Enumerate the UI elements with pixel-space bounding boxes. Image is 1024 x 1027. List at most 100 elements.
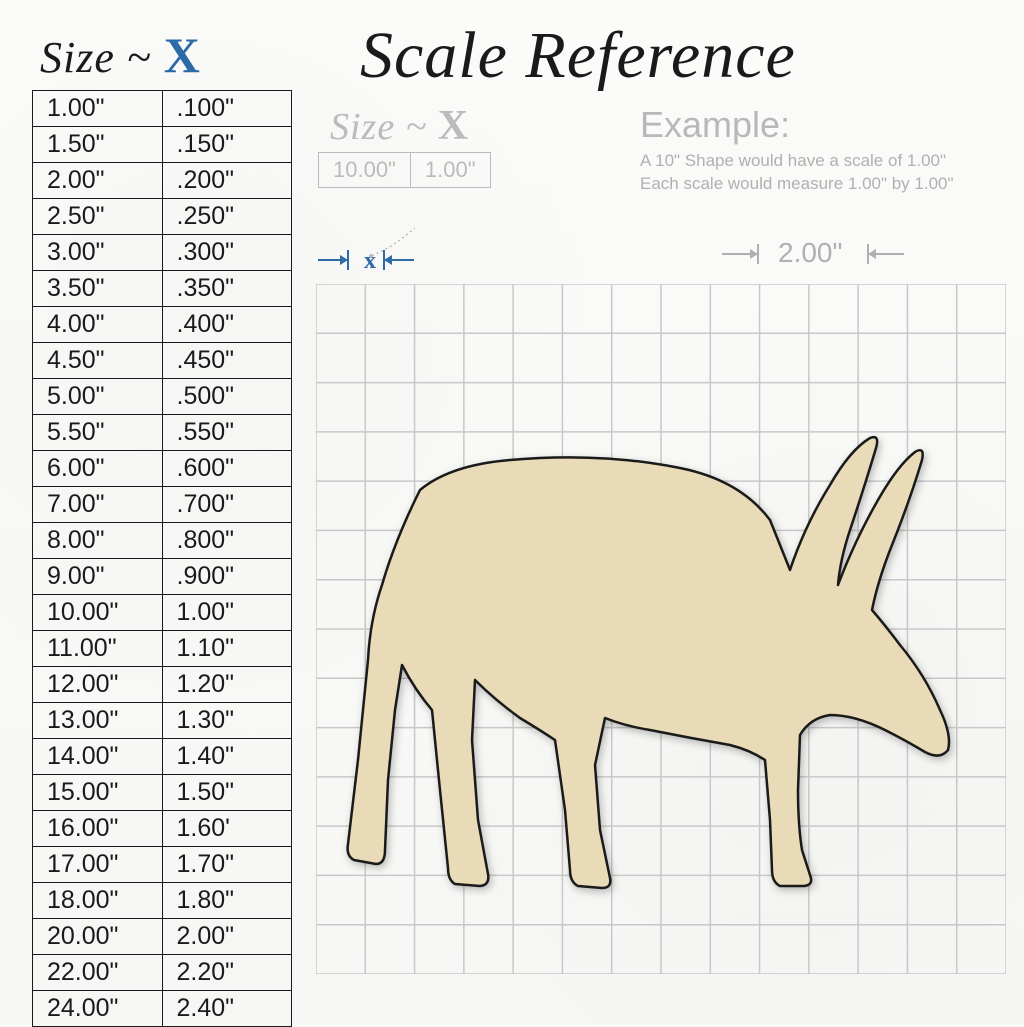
size-cell: 6.00" <box>33 451 163 487</box>
mini-size-x: X <box>438 103 469 149</box>
x-arrow-right-head <box>384 255 392 265</box>
size-cell: 9.00" <box>33 559 163 595</box>
x-label: x <box>364 248 376 274</box>
scale-cell: .700" <box>162 487 292 523</box>
size-cell: 16.00" <box>33 811 163 847</box>
table-row: 11.00"1.10" <box>33 631 292 667</box>
scale-cell: .800" <box>162 523 292 559</box>
table-row: 9.00".900" <box>33 559 292 595</box>
table-row: 10.00"1.00" <box>33 595 292 631</box>
table-row: 20.00"2.00" <box>33 919 292 955</box>
size-cell: 22.00" <box>33 955 163 991</box>
antelope-shape <box>340 430 970 910</box>
mini-cell-scale: 1.00" <box>410 153 490 188</box>
scale-cell: 1.00" <box>162 595 292 631</box>
scale-cell: 1.40" <box>162 739 292 775</box>
size-cell: 5.50" <box>33 415 163 451</box>
size-cell: 2.50" <box>33 199 163 235</box>
size-cell: 20.00" <box>33 919 163 955</box>
scale-cell: 1.10" <box>162 631 292 667</box>
scale-cell: .500" <box>162 379 292 415</box>
table-row: 16.00"1.60' <box>33 811 292 847</box>
scale-cell: .100" <box>162 91 292 127</box>
size-header-prefix: Size ~ <box>40 33 164 82</box>
size-header: Size ~ X <box>32 26 292 84</box>
table-row: 8.00".800" <box>33 523 292 559</box>
size-cell: 4.50" <box>33 343 163 379</box>
scale-cell: 2.20" <box>162 955 292 991</box>
table-row: 2.50".250" <box>33 199 292 235</box>
mini-size-prefix: Size ~ <box>330 106 438 148</box>
scale-cell: .150" <box>162 127 292 163</box>
example-title: Example: <box>640 104 1000 146</box>
page-title: Scale Reference <box>360 18 796 94</box>
scale-arrow-left-head <box>750 249 758 259</box>
scale-cell: 2.00" <box>162 919 292 955</box>
table-row: 1.00".100" <box>33 91 292 127</box>
table-row: 22.00"2.20" <box>33 955 292 991</box>
example-block: Example: A 10" Shape would have a scale … <box>640 104 1000 196</box>
x-arrow-left-head <box>340 255 348 265</box>
grid-scale-svg: 2.00" <box>720 236 940 276</box>
scale-cell: .400" <box>162 307 292 343</box>
size-cell: 4.00" <box>33 307 163 343</box>
scale-cell: .200" <box>162 163 292 199</box>
table-row: 2.00".200" <box>33 163 292 199</box>
size-cell: 5.00" <box>33 379 163 415</box>
scale-cell: .900" <box>162 559 292 595</box>
mini-size-header: Size ~ X <box>330 102 469 150</box>
size-cell: 17.00" <box>33 847 163 883</box>
size-cell: 1.00" <box>33 91 163 127</box>
table-row: 3.00".300" <box>33 235 292 271</box>
table-row: 5.00".500" <box>33 379 292 415</box>
table-row: 12.00"1.20" <box>33 667 292 703</box>
scale-cell: 1.30" <box>162 703 292 739</box>
table-row: 4.00".400" <box>33 307 292 343</box>
size-cell: 3.50" <box>33 271 163 307</box>
size-cell: 1.50" <box>33 127 163 163</box>
size-cell: 3.00" <box>33 235 163 271</box>
table-row: 13.00"1.30" <box>33 703 292 739</box>
scale-arrow-right-head <box>868 249 876 259</box>
table-row: 7.00".700" <box>33 487 292 523</box>
table-row: 18.00"1.80" <box>33 883 292 919</box>
table-row: 5.50".550" <box>33 415 292 451</box>
size-cell: 18.00" <box>33 883 163 919</box>
scale-cell: .450" <box>162 343 292 379</box>
size-cell: 13.00" <box>33 703 163 739</box>
table-row: 3.50".350" <box>33 271 292 307</box>
size-cell: 7.00" <box>33 487 163 523</box>
size-cell: 10.00" <box>33 595 163 631</box>
table-row: 1.50".150" <box>33 127 292 163</box>
size-table-section: Size ~ X 1.00".100"1.50".150"2.00".200"2… <box>32 26 292 1027</box>
scale-cell: .350" <box>162 271 292 307</box>
scale-label-text: 2.00" <box>778 237 842 268</box>
antelope-path <box>348 437 949 888</box>
size-cell: 8.00" <box>33 523 163 559</box>
size-cell: 24.00" <box>33 991 163 1027</box>
size-cell: 2.00" <box>33 163 163 199</box>
scale-cell: .600" <box>162 451 292 487</box>
scale-cell: 1.60' <box>162 811 292 847</box>
size-cell: 14.00" <box>33 739 163 775</box>
size-cell: 12.00" <box>33 667 163 703</box>
example-line2: Each scale would measure 1.00" by 1.00" <box>640 173 1000 196</box>
table-row: 24.00"2.40" <box>33 991 292 1027</box>
table-row: 17.00"1.70" <box>33 847 292 883</box>
size-cell: 11.00" <box>33 631 163 667</box>
mini-cell-size: 10.00" <box>319 153 411 188</box>
size-table: 1.00".100"1.50".150"2.00".200"2.50".250"… <box>32 90 292 1027</box>
dotted-connector <box>371 228 446 256</box>
grid-scale-indicator: 2.00" <box>720 236 940 283</box>
table-row: 15.00"1.50" <box>33 775 292 811</box>
size-cell: 15.00" <box>33 775 163 811</box>
mini-example-table: 10.00" 1.00" <box>318 152 491 188</box>
table-row: 6.00".600" <box>33 451 292 487</box>
scale-cell: 1.50" <box>162 775 292 811</box>
scale-cell: .300" <box>162 235 292 271</box>
table-row: 4.50".450" <box>33 343 292 379</box>
x-indicator-svg: x <box>316 228 516 288</box>
scale-cell: 1.80" <box>162 883 292 919</box>
size-header-x: X <box>164 27 201 83</box>
scale-cell: 2.40" <box>162 991 292 1027</box>
